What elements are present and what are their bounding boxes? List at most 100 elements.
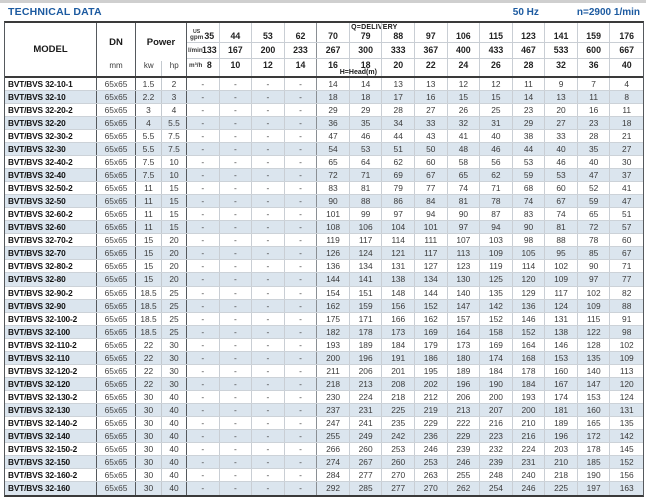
head-cell: - bbox=[285, 416, 318, 429]
head-cell: 81 bbox=[545, 221, 578, 234]
head-cell: 11 bbox=[578, 91, 611, 104]
head-cell: - bbox=[285, 442, 318, 455]
head-cell: 74 bbox=[545, 208, 578, 221]
head-cell: 103 bbox=[480, 234, 513, 247]
kw-cell: 18.5 bbox=[136, 299, 162, 312]
head-cell: 23 bbox=[513, 104, 546, 117]
lmin-value: 300 bbox=[350, 43, 383, 58]
head-cell: 147 bbox=[578, 377, 611, 390]
head-cell: - bbox=[187, 169, 220, 182]
model-cell: BVT/BVS 32-80-2 bbox=[5, 260, 97, 273]
head-cell: 53 bbox=[350, 143, 383, 156]
head-cell: 189 bbox=[545, 416, 578, 429]
kw-cell: 22 bbox=[136, 364, 162, 377]
head-cell: 186 bbox=[415, 351, 448, 364]
head-cell: - bbox=[220, 442, 253, 455]
head-cell: 174 bbox=[480, 351, 513, 364]
head-cell: 113 bbox=[448, 247, 481, 260]
head-cell: - bbox=[285, 468, 318, 481]
head-cell: 35 bbox=[350, 117, 383, 130]
head-cell: 48 bbox=[448, 143, 481, 156]
head-cell: - bbox=[252, 143, 285, 156]
head-cell: 98 bbox=[622, 326, 632, 337]
table-row: BVT/BVS 32-150-2 65x65 30 40- - - -266 260 253 24… bbox=[5, 442, 643, 456]
head-cell: - bbox=[220, 364, 253, 377]
head-cell: 30 bbox=[622, 157, 632, 168]
head-cell: 260 bbox=[350, 442, 383, 455]
head-cell: 53 bbox=[513, 156, 546, 169]
kw-cell: 30 bbox=[136, 442, 162, 455]
title-bar: TECHNICAL DATA 50 Hz n=2900 1/min bbox=[0, 3, 646, 21]
head-cell: 28 bbox=[382, 104, 415, 117]
head-cell: 242 bbox=[382, 429, 415, 442]
head-cell: - bbox=[220, 91, 253, 104]
head-cell: - bbox=[220, 247, 253, 260]
head-cell: 67 bbox=[622, 248, 632, 259]
head-cell: - bbox=[187, 260, 220, 273]
head-cell: - bbox=[252, 364, 285, 377]
dn-cell: 65x65 bbox=[97, 481, 136, 495]
head-cell: 120 bbox=[619, 378, 634, 389]
head-cell: 119 bbox=[480, 260, 513, 273]
head-cell: 79 bbox=[382, 182, 415, 195]
hp-cell: 5.5 bbox=[162, 117, 187, 130]
head-cell: 201 bbox=[382, 364, 415, 377]
head-cell: 216 bbox=[480, 416, 513, 429]
head-cell: 71 bbox=[622, 261, 632, 272]
table-row: BVT/BVS 32-160-2 65x65 30 40- - - -284 277 270 26… bbox=[5, 468, 643, 482]
hp-cell: 25 bbox=[162, 299, 187, 312]
head-cell: 216 bbox=[513, 429, 546, 442]
column-header-dn: DN mm bbox=[97, 23, 136, 76]
head-cell: 140 bbox=[578, 364, 611, 377]
lmin-value: 133 bbox=[187, 43, 220, 58]
head-cell: 247 bbox=[317, 416, 350, 429]
head-cell: - bbox=[285, 273, 318, 286]
head-cell: 67 bbox=[415, 169, 448, 182]
table-row: BVT/BVS 32-30 65x65 5.5 7.5- - - -54 53 51 50 48 46… bbox=[5, 143, 643, 157]
head-cell: 237 bbox=[317, 403, 350, 416]
column-header-model: MODEL bbox=[5, 23, 97, 76]
hp-cell: 30 bbox=[162, 377, 187, 390]
head-cell: 246 bbox=[448, 455, 481, 468]
model-cell: BVT/BVS 32-70-2 bbox=[5, 234, 97, 247]
hp-cell: 40 bbox=[162, 403, 187, 416]
head-cell: - bbox=[187, 117, 220, 130]
head-cell: 148 bbox=[382, 286, 415, 299]
head-cell: - bbox=[252, 351, 285, 364]
head-cell: 47 bbox=[622, 196, 632, 207]
kw-cell: 15 bbox=[136, 247, 162, 260]
frequency-label: 50 Hz bbox=[512, 6, 539, 18]
head-cell: - bbox=[187, 325, 220, 338]
head-cell: - bbox=[252, 429, 285, 442]
table-row: BVT/BVS 32-10 65x65 2.2 3- - - -18 18 17 16 15 15 14… bbox=[5, 91, 643, 105]
head-cell: 130 bbox=[448, 273, 481, 286]
head-cell: 11 bbox=[622, 105, 632, 116]
kw-cell: 15 bbox=[136, 273, 162, 286]
dn-cell: 65x65 bbox=[97, 247, 136, 260]
lmin-value: 467 bbox=[513, 43, 546, 58]
head-cell: 196 bbox=[545, 429, 578, 442]
table-row: BVT/BVS 32-110 65x65 22 30- - - -200 196 191 186 1… bbox=[5, 351, 643, 365]
dn-cell: 65x65 bbox=[97, 260, 136, 273]
head-cell: 231 bbox=[513, 455, 546, 468]
head-cell: 165 bbox=[578, 416, 611, 429]
head-cell: 18 bbox=[317, 91, 350, 104]
head-cell: - bbox=[187, 377, 220, 390]
head-cell: 212 bbox=[415, 390, 448, 403]
table-header-left: MODEL DN mm Power kw hp bbox=[5, 23, 187, 76]
head-cell: 160 bbox=[545, 364, 578, 377]
head-cell: 108 bbox=[317, 221, 350, 234]
head-cell: 91 bbox=[622, 313, 632, 324]
head-cell: - bbox=[252, 91, 285, 104]
head-cell: - bbox=[220, 390, 253, 403]
head-cell: 34 bbox=[382, 117, 415, 130]
head-cell: 117 bbox=[350, 234, 383, 247]
head-cell: 144 bbox=[317, 273, 350, 286]
model-cell: BVT/BVS 32-160 bbox=[5, 481, 97, 495]
head-cell: - bbox=[187, 143, 220, 156]
page-title: TECHNICAL DATA bbox=[8, 6, 102, 18]
hp-cell: 20 bbox=[162, 273, 187, 286]
head-cell: 65 bbox=[317, 156, 350, 169]
dn-cell: 65x65 bbox=[97, 325, 136, 338]
head-cell: 78 bbox=[480, 195, 513, 208]
